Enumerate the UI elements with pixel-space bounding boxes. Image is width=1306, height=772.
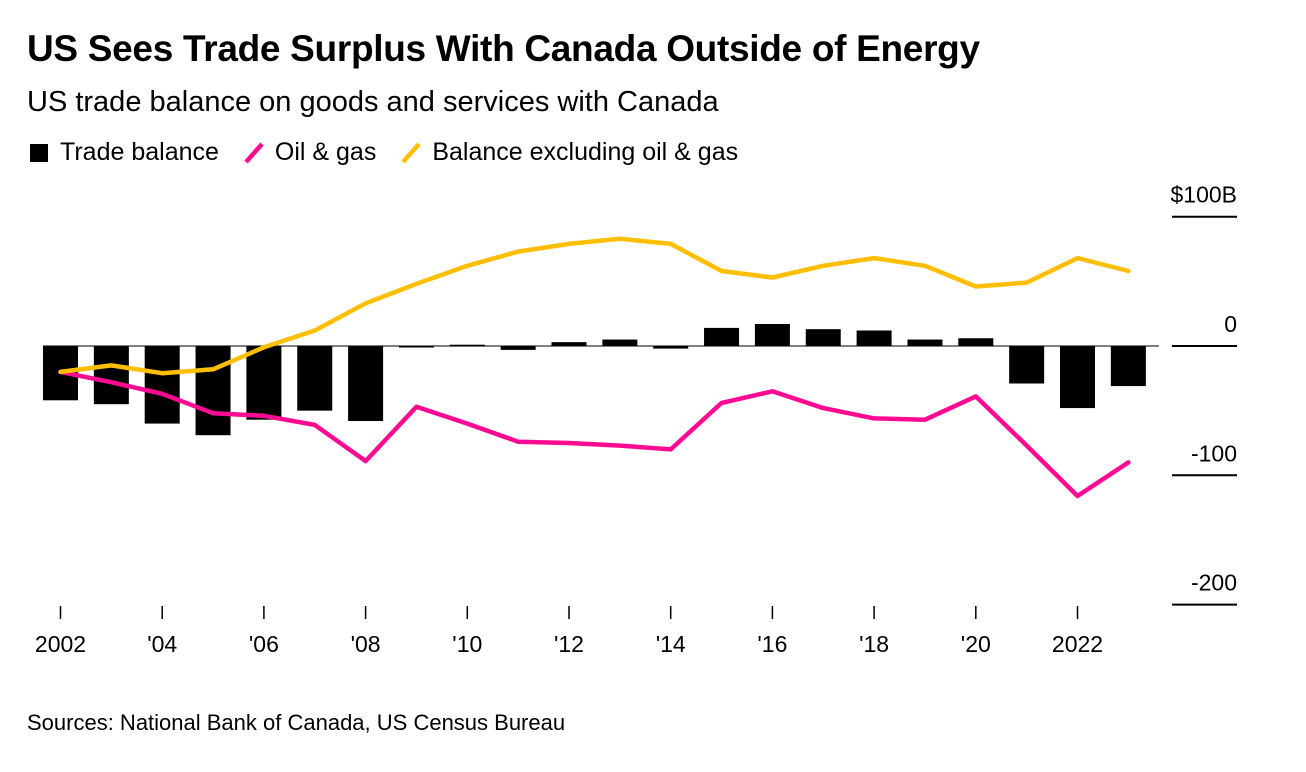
legend: Trade balance Oil & gas Balance excludin… <box>30 138 762 167</box>
x-tick-label: '12 <box>554 631 584 657</box>
legend-label: Oil & gas <box>274 138 377 166</box>
y-tick-label: $100B <box>1170 182 1237 208</box>
bar-trade-balance <box>297 346 333 411</box>
bar-trade-balance <box>246 346 282 420</box>
legend-item-oil-gas: Oil & gas <box>243 138 376 167</box>
legend-item-balance-ex-oil-gas: Balance excluding oil & gas <box>400 138 738 167</box>
x-tick-label: 2002 <box>35 631 86 657</box>
trade-balance-swatch-icon <box>30 143 48 162</box>
chart-subtitle: US trade balance on goods and services w… <box>27 86 719 118</box>
bar-trade-balance <box>500 346 536 350</box>
legend-item-trade-balance: Trade balance <box>30 138 219 167</box>
bar-trade-balance <box>1060 346 1095 409</box>
x-tick-label: '06 <box>249 631 279 657</box>
chart-title: US Sees Trade Surplus With Canada Outsid… <box>27 28 980 69</box>
legend-label: Balance excluding oil & gas <box>432 138 739 166</box>
x-tick-label: '10 <box>452 631 482 657</box>
bar-trade-balance <box>754 324 790 346</box>
y-tick-label: 0 <box>1224 311 1237 337</box>
x-tick-label: '18 <box>859 631 889 657</box>
x-tick-label: 2022 <box>1052 631 1103 657</box>
y-tick-label: -100 <box>1191 440 1237 466</box>
line-balance-ex-oil-gas <box>58 236 1131 376</box>
bar-trade-balance <box>1110 346 1146 387</box>
bar-trade-balance <box>93 346 129 405</box>
bar-trade-balance <box>195 346 231 436</box>
bar-trade-balance <box>1009 346 1045 384</box>
x-tick-label: '08 <box>351 631 381 657</box>
bar-trade-balance <box>907 339 943 346</box>
bar-trade-balance <box>805 329 841 346</box>
source-note: Sources: National Bank of Canada, US Cen… <box>27 710 566 735</box>
x-tick-label: '04 <box>147 631 177 657</box>
bar-trade-balance <box>958 338 994 346</box>
legend-label: Trade balance <box>60 138 219 166</box>
bar-trade-balance <box>856 330 892 346</box>
x-tick-label: '14 <box>656 631 686 657</box>
bar-trade-balance <box>348 346 384 421</box>
bar-trade-balance <box>704 327 740 346</box>
x-tick-label: '20 <box>961 631 991 657</box>
bar-trade-balance <box>398 346 434 348</box>
balance-ex-oil-gas-swatch-icon <box>401 142 422 163</box>
line-oil-gas <box>58 369 1131 499</box>
bar-trade-balance <box>144 346 180 424</box>
y-tick-label: -200 <box>1191 570 1237 596</box>
bar-trade-balance <box>653 346 689 349</box>
bar-trade-balance <box>449 344 485 347</box>
oil-gas-swatch-icon <box>244 142 264 163</box>
x-tick-label: '16 <box>757 631 787 657</box>
bar-trade-balance <box>602 339 638 346</box>
bar-trade-balance <box>551 342 587 346</box>
